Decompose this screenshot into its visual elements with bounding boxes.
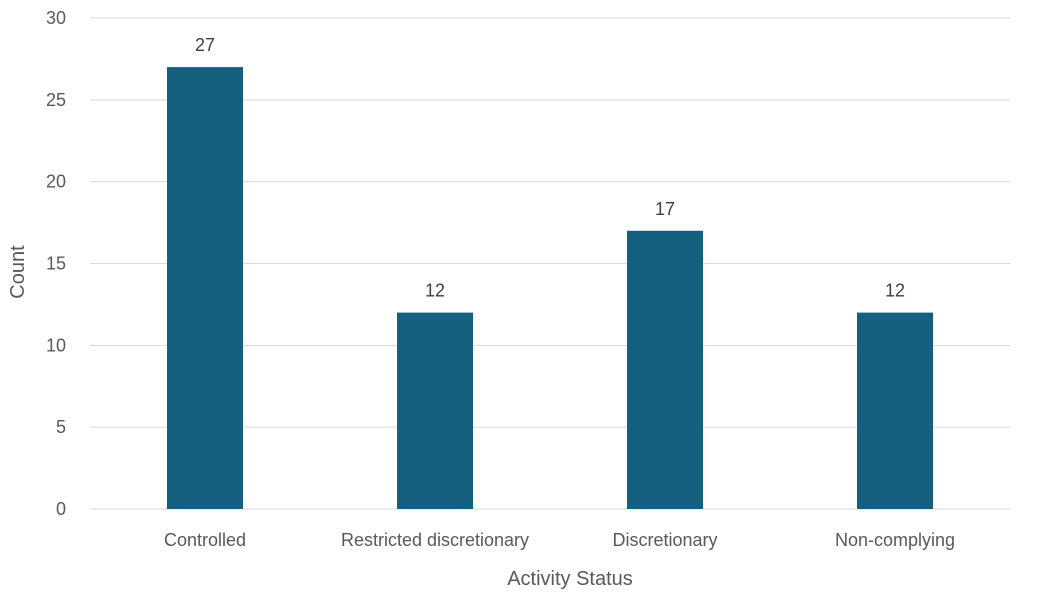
x-tick-label: Controlled — [164, 530, 246, 550]
x-axis-ticks: Controlled Restricted discretionary Discre… — [164, 530, 955, 550]
y-tick-label: 25 — [46, 90, 66, 110]
bars — [167, 67, 933, 509]
bar-controlled — [167, 67, 243, 509]
y-tick-label: 0 — [56, 499, 66, 519]
y-tick-label: 20 — [46, 172, 66, 192]
x-tick-label: Discretionary — [612, 530, 717, 550]
y-axis-ticks: 0 5 10 15 20 25 30 — [46, 8, 66, 519]
y-tick-label: 15 — [46, 254, 66, 274]
y-tick-label: 10 — [46, 335, 66, 355]
bar-restricted-discretionary — [397, 313, 473, 509]
x-axis-title: Activity Status — [507, 568, 633, 590]
data-label: 27 — [195, 35, 215, 55]
data-label: 12 — [425, 281, 445, 301]
data-label: 17 — [655, 199, 675, 219]
data-labels: 27 12 17 12 — [195, 35, 905, 301]
data-label: 12 — [885, 281, 905, 301]
x-tick-label: Non-complying — [835, 530, 955, 550]
bar-non-complying — [857, 313, 933, 509]
y-tick-label: 30 — [46, 8, 66, 28]
y-tick-label: 5 — [56, 417, 66, 437]
x-tick-label: Restricted discretionary — [341, 530, 529, 550]
bar-discretionary — [627, 231, 703, 509]
y-axis-title: Count — [7, 245, 29, 299]
